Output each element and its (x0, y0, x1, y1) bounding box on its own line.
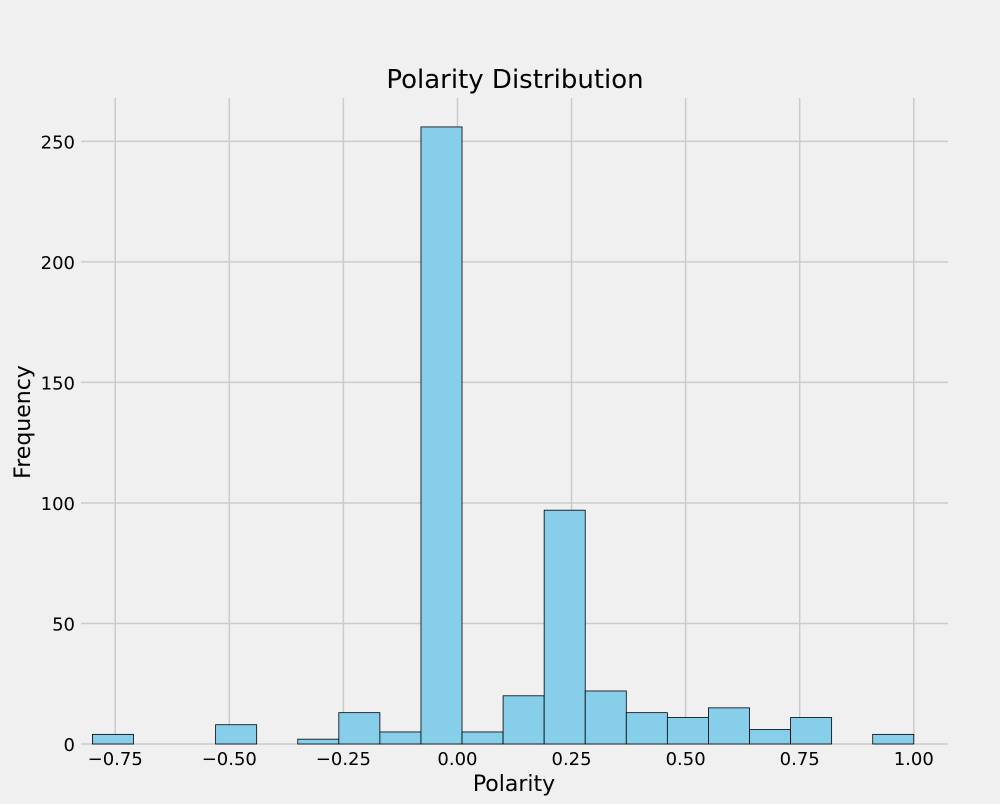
y-tick-label-3: 150 (41, 373, 75, 394)
y-axis-label: Frequency (11, 365, 36, 479)
x-tick-label-1: −0.50 (202, 749, 257, 770)
histogram-bar-13 (749, 729, 791, 745)
histogram-bar-0 (92, 733, 134, 745)
y-tick-label-2: 100 (41, 494, 75, 515)
y-tick-label-5: 250 (41, 132, 75, 153)
histogram-bar-8 (543, 509, 586, 745)
histogram-bar-9 (584, 690, 627, 745)
x-tick-label-3: 0.00 (437, 749, 477, 770)
x-tick-label-2: −0.25 (316, 749, 371, 770)
histogram-bar-15 (872, 733, 915, 745)
histogram-bar-5 (420, 126, 463, 745)
y-tick-label-0: 0 (64, 735, 75, 756)
x-tick-label-5: 0.50 (666, 749, 706, 770)
grid-lines (81, 98, 948, 745)
histogram-bar-10 (625, 712, 668, 745)
x-tick-label-6: 0.75 (780, 749, 820, 770)
histogram-bar-4 (379, 731, 422, 745)
x-tick-label-7: 1.00 (894, 749, 934, 770)
histogram-bar-2 (297, 738, 340, 745)
x-axis-label: Polarity (473, 772, 555, 797)
y-tick-label-4: 200 (41, 253, 75, 274)
histogram-bar-6 (461, 731, 504, 745)
tick-labels: −0.75 −0.50 −0.25 0.00 0.25 0.50 0.75 1.00 0 50 10… (41, 132, 934, 770)
histogram-bar-14 (790, 717, 833, 745)
histogram-bar-3 (338, 712, 381, 745)
histogram-bars (92, 126, 915, 745)
histogram-bar-7 (502, 695, 545, 745)
histogram-bar-12 (708, 707, 750, 745)
x-tick-label-0: −0.75 (88, 749, 143, 770)
chart-title: Polarity Distribution (386, 65, 643, 95)
x-tick-label-4: 0.25 (552, 749, 592, 770)
histogram-bar-1 (215, 724, 258, 745)
y-tick-label-1: 50 (52, 614, 75, 635)
histogram-bar-11 (666, 717, 709, 745)
